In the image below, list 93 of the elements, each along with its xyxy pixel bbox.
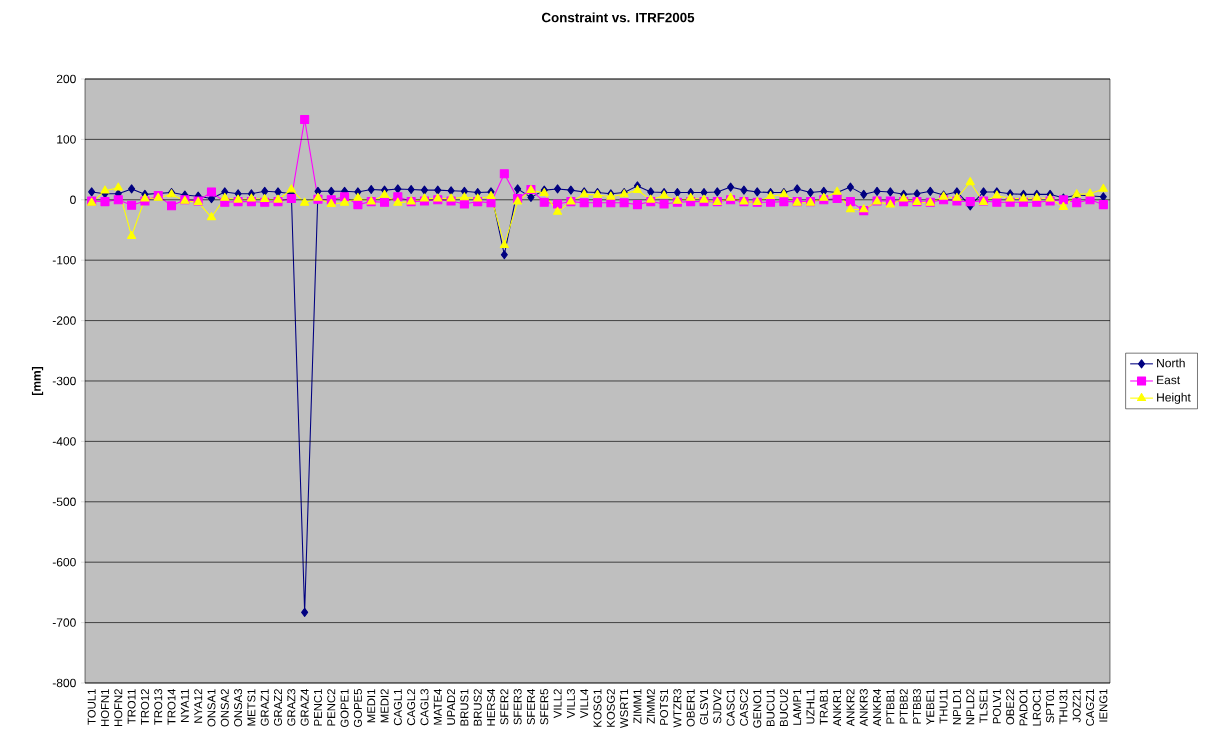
y-tick-label: 200 (56, 74, 76, 84)
x-tick-label: SFER2 (500, 689, 509, 725)
y-axis-title: [mm] (31, 366, 44, 395)
x-tick-label: GOPE1 (340, 689, 349, 728)
x-tick-label: HOFN2 (114, 689, 123, 727)
x-tick-label: GENO1 (753, 689, 762, 728)
x-tick-label: TOUL1 (87, 689, 96, 725)
x-tick-label: ANKR3 (859, 689, 868, 727)
x-tick-label: HERS4 (487, 688, 496, 726)
x-tick-label: UPAD2 (447, 689, 456, 725)
legend-label: Height (1157, 392, 1191, 404)
y-tick-label: -200 (52, 316, 76, 325)
x-tick-label: KOSG1 (593, 689, 602, 727)
x-tick-label: TLSE1 (979, 689, 988, 723)
legend-label: North (1157, 358, 1185, 368)
x-tick-label: OBE22 (1006, 689, 1015, 725)
x-tick-label: NPLD2 (966, 689, 975, 725)
x-tick-label: TRAB1 (819, 689, 828, 725)
x-tick-label: BUCU2 (779, 689, 788, 727)
x-tick-label: PTBB3 (912, 689, 921, 724)
x-tick-label: OBER1 (686, 689, 695, 727)
x-tick-label: LROC1 (1032, 689, 1041, 726)
x-tick-label: CAGZ1 (1086, 689, 1095, 726)
x-tick-label: PENC1 (313, 689, 322, 726)
y-tick-label: 0 (70, 195, 76, 205)
y-tick-label: -500 (52, 497, 76, 507)
x-tick-label: CASC2 (739, 689, 748, 726)
x-tick-label: CAGL2 (407, 689, 416, 726)
x-tick-label: GOPE5 (353, 689, 362, 728)
x-tick-label: VILL2 (553, 689, 562, 719)
y-tick-label: 100 (57, 135, 76, 144)
x-tick-label: TRO12 (140, 689, 149, 725)
x-tick-label: SPT01 (1046, 689, 1055, 723)
x-tick-label: KOSG2 (606, 689, 615, 727)
x-tick-label: VILL4 (580, 688, 589, 719)
x-tick-label: JOZ21 (1072, 689, 1081, 723)
x-tick-label: TRO14 (167, 688, 176, 725)
x-tick-label: HOFN1 (100, 689, 109, 727)
x-tick-label: BRUS2 (473, 689, 482, 726)
x-tick-label: ANKR4 (873, 688, 881, 727)
x-tick-label: CASC1 (726, 689, 735, 726)
chart-title: Constraint vs. ITRF2005 (541, 12, 695, 23)
x-tick-label: ONSA2 (220, 689, 229, 727)
y-tick-label: -600 (52, 557, 76, 567)
x-tick-label: PENC2 (327, 689, 336, 726)
x-tick-label: CAGL3 (420, 689, 429, 726)
x-tick-label: ZIMM2 (646, 689, 655, 724)
x-tick-label: SFER3 (513, 689, 522, 725)
x-tick-label: NYA11 (180, 689, 189, 722)
x-tick-label: WSRT1 (620, 689, 629, 728)
x-tick-label: SFER4 (526, 688, 535, 725)
legend-label: East (1157, 375, 1181, 385)
x-tick-label: LAMP1 (793, 689, 802, 725)
x-tick-label: YEBE1 (926, 689, 935, 725)
x-tick-label: MATE4 (433, 688, 442, 725)
y-tick-label: -800 (52, 678, 76, 688)
x-tick-label: MEDI1 (367, 689, 376, 723)
x-tick-label: SJDV2 (713, 689, 722, 724)
y-tick-label: -400 (52, 437, 76, 446)
x-tick-label: ONSA1 (207, 689, 216, 727)
x-tick-label: PTBB2 (899, 689, 908, 724)
x-tick-label: CAGL1 (393, 689, 402, 726)
x-tick-label: WTZR3 (673, 689, 682, 728)
y-tick-label: -300 (52, 376, 76, 386)
x-tick-label: POLV1 (992, 689, 1001, 724)
x-tick-label: ZIMM1 (633, 689, 642, 724)
x-tick-label: ANKR1 (833, 689, 842, 727)
x-tick-label: UZHL1 (806, 689, 815, 724)
y-tick-label: -100 (52, 255, 76, 265)
x-tick-label: SFER5 (540, 689, 549, 725)
x-tick-label: BRUS1 (460, 689, 469, 726)
x-tick-label: IENG1 (1099, 689, 1108, 722)
x-tick-label: PADO1 (1019, 689, 1028, 726)
x-tick-label: TRO13 (154, 689, 163, 725)
x-tick-label: VILL3 (566, 689, 575, 719)
x-tick-label: PTBB1 (886, 689, 895, 724)
x-tick-label: GRAZ1 (260, 689, 269, 726)
x-tick-label: NYA12 (194, 689, 203, 723)
x-tick-label: GLSV1 (699, 689, 708, 725)
x-tick-label: NPLD1 (953, 689, 961, 725)
x-tick-label: GRAZ4 (300, 688, 309, 726)
x-tick-label: ANKR2 (846, 689, 855, 727)
x-tick-label: THU11 (939, 689, 948, 724)
x-tick-label: MEDI2 (380, 689, 389, 723)
x-tick-label: POTS1 (660, 689, 669, 725)
y-tick-label: -700 (52, 618, 76, 627)
x-tick-label: THU31 (1059, 689, 1068, 725)
x-tick-label: BUCU1 (766, 689, 775, 727)
x-tick-label: TRO11 (127, 689, 136, 725)
x-tick-label: GRAZ2 (274, 689, 283, 726)
x-tick-label: GRAZ3 (287, 689, 296, 726)
x-tick-label: ONSA3 (234, 689, 243, 727)
x-tick-label: METS1 (247, 689, 256, 726)
